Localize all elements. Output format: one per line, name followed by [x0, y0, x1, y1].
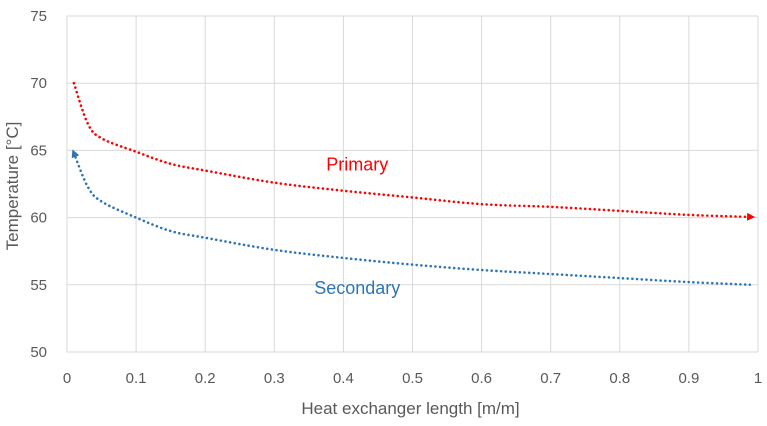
- series-label-primary: Primary: [326, 155, 388, 175]
- x-tick-label: 0.7: [540, 370, 561, 387]
- x-tick-label: 0.1: [126, 370, 147, 387]
- y-tick-label: 65: [30, 142, 47, 159]
- x-tick-label: 1: [754, 370, 762, 387]
- labels-layer: 50 55 60 65 70 75 0 0.1 0.2 0.3 0.4 0.5 0.6 0.7 0.8 0.9…: [3, 8, 762, 418]
- y-tick-label: 60: [30, 210, 47, 227]
- y-tick-label: 50: [30, 344, 47, 361]
- series-layer: [71, 81, 756, 287]
- series-line-secondary: [71, 149, 753, 287]
- x-tick-label: 0.5: [402, 370, 423, 387]
- x-tick-label: 0.6: [471, 370, 492, 387]
- x-tick-label: 0.9: [678, 370, 699, 387]
- x-tick-label: 0.3: [264, 370, 285, 387]
- x-axis-title: Heat exchanger length [m/m]: [301, 399, 519, 418]
- x-tick-label: 0.4: [333, 370, 354, 387]
- y-tick-label: 75: [30, 8, 47, 25]
- y-tick-label: 55: [30, 277, 47, 294]
- series-label-secondary: Secondary: [314, 278, 400, 298]
- grid: [66, 15, 759, 353]
- series-line-primary: [72, 81, 756, 221]
- y-tick-label: 70: [30, 75, 47, 92]
- y-axis-title: Temperature [°C]: [3, 122, 22, 251]
- x-tick-label: 0.2: [195, 370, 216, 387]
- x-tick-label: 0: [63, 370, 71, 387]
- x-tick-label: 0.8: [609, 370, 630, 387]
